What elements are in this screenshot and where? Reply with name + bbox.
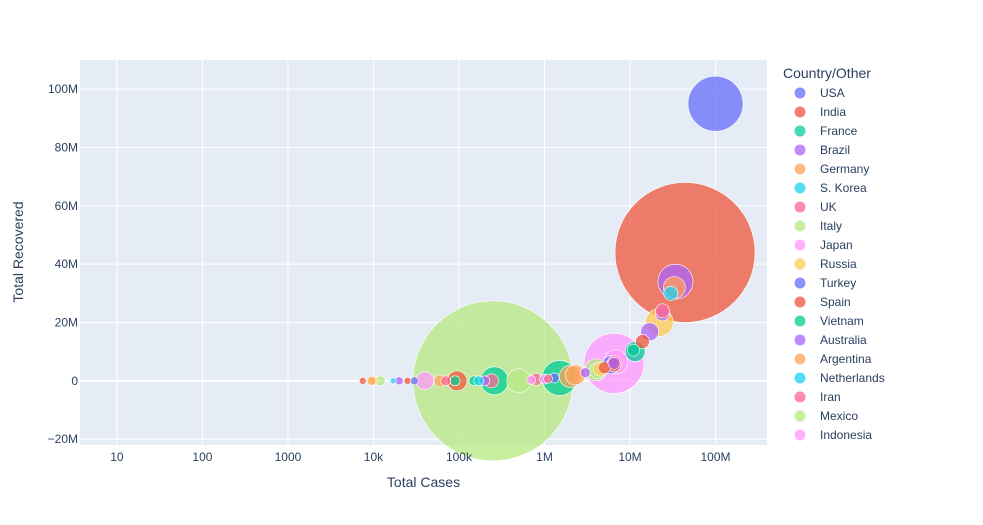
legend-marker [794,353,806,365]
x-tick-label: 10 [110,450,124,464]
legend-marker [794,125,806,137]
bubble-india[interactable] [358,377,367,385]
legend-marker [794,220,806,232]
legend-item-australia[interactable]: Australia [794,333,868,347]
legend-marker [794,201,806,213]
x-tick-label: 100k [446,450,473,464]
bubble-brazil[interactable] [579,367,591,378]
x-tick-label: 100M [701,450,731,464]
legend-marker [794,144,806,156]
bubble-iran[interactable] [543,373,553,384]
bubble-s-korea[interactable] [663,286,679,301]
legend-marker [794,334,806,346]
legend-item-russia[interactable]: Russia [794,257,858,271]
x-tick-label: 10k [364,450,384,464]
legend-label: Iran [820,390,841,404]
bubble-spain[interactable] [635,334,650,349]
x-axis-title: Total Cases [387,474,460,490]
legend-marker [794,372,806,384]
y-tick-label: −20M [48,432,78,446]
legend-marker [794,429,806,441]
bubble-australia[interactable] [607,357,621,370]
legend-label: Russia [820,257,857,271]
bubble-uk[interactable] [655,303,670,319]
legend-marker [794,315,806,327]
legend-label: UK [820,200,837,214]
bubble-iran[interactable] [440,375,452,387]
bubble-vietnam[interactable] [627,343,640,357]
y-tick-label: 0 [71,374,78,388]
x-tick-label: 1000 [275,450,302,464]
bubble-japan[interactable] [415,371,435,391]
legend-label: India [820,105,846,119]
bubbles [358,75,756,462]
legend-item-netherlands[interactable]: Netherlands [794,371,885,385]
x-tick-label: 1M [536,450,553,464]
legend-label: S. Korea [820,181,867,195]
legend-marker [794,87,806,99]
y-tick-labels: −20M 0 20M 40M 60M 80M 100M [48,82,79,446]
legend-label: France [820,124,858,138]
legend-label: Mexico [820,409,858,423]
legend-label: Vietnam [820,314,864,328]
y-tick-label: 100M [48,82,78,96]
legend-item-france[interactable]: France [794,124,858,138]
bubble-s-korea[interactable] [389,377,397,385]
legend-label: Italy [820,219,842,233]
legend[interactable]: Country/Other USA India France Brazil German… [783,65,885,442]
legend-item-argentina[interactable]: Argentina [794,352,872,366]
legend-title: Country/Other [783,65,871,81]
bubble-spain[interactable] [403,377,412,385]
y-tick-label: 40M [55,257,78,271]
legend-item-usa[interactable]: USA [794,86,845,100]
legend-marker [794,391,806,403]
legend-marker [794,239,806,251]
legend-label: Brazil [820,143,850,157]
legend-label: Australia [820,333,867,347]
legend-item-brazil[interactable]: Brazil [794,143,851,157]
legend-item-india[interactable]: India [794,105,847,119]
legend-label: Argentina [820,352,872,366]
x-tick-label: 10M [618,450,641,464]
bubble-india[interactable] [614,182,756,323]
bubble-netherlands[interactable] [473,375,484,387]
y-tick-label: 20M [55,316,78,330]
legend-item-spain[interactable]: Spain [794,295,851,309]
bubble-argentina[interactable] [366,376,377,386]
legend-marker [794,296,806,308]
bubble-vietnam[interactable] [449,375,461,387]
y-tick-label: 80M [55,141,78,155]
x-tick-labels: 10 100 1000 10k 100k 1M 10M 100M [110,450,730,464]
legend-label: Indonesia [820,428,872,442]
legend-label: Germany [820,162,869,176]
legend-marker [794,410,806,422]
legend-item-mexico[interactable]: Mexico [794,409,859,423]
legend-label: Turkey [820,276,856,290]
y-axis-title: Total Recovered [10,201,26,302]
legend-label: Spain [820,295,851,309]
legend-item-japan[interactable]: Japan [794,238,853,252]
legend-label: USA [820,86,845,100]
legend-marker [794,106,806,118]
bubble-turkey[interactable] [409,376,419,386]
legend-marker [794,258,806,270]
legend-marker [794,182,806,194]
legend-item-s-korea[interactable]: S. Korea [794,181,868,195]
legend-item-iran[interactable]: Iran [794,390,841,404]
legend-item-vietnam[interactable]: Vietnam [794,314,864,328]
bubble-indonesia[interactable] [526,375,537,385]
legend-item-indonesia[interactable]: Indonesia [794,428,873,442]
legend-item-uk[interactable]: UK [794,200,837,214]
y-tick-label: 60M [55,199,78,213]
legend-label: Japan [820,238,853,252]
legend-marker [794,277,806,289]
legend-item-turkey[interactable]: Turkey [794,276,857,290]
bubble-usa[interactable] [687,75,744,132]
legend-item-germany[interactable]: Germany [794,162,870,176]
legend-marker [794,163,806,175]
x-tick-label: 100 [192,450,212,464]
legend-label: Netherlands [820,371,885,385]
legend-item-italy[interactable]: Italy [794,219,843,233]
